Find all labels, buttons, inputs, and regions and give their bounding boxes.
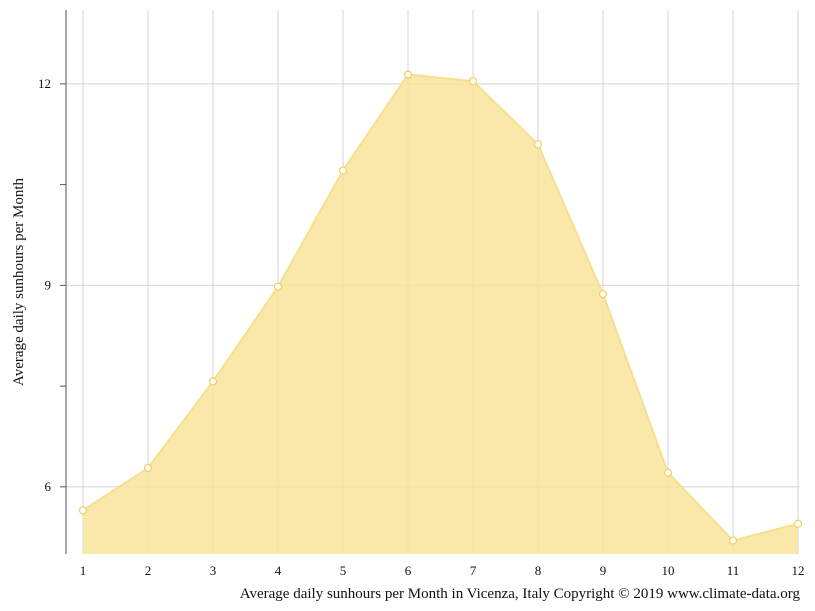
- data-point: [338, 166, 348, 175]
- data-point: [273, 282, 283, 291]
- chart-caption: Average daily sunhours per Month in Vice…: [240, 586, 801, 602]
- series-line: [82, 73, 799, 542]
- data-points: [78, 70, 803, 545]
- y-tick-labels: 6 9 12: [38, 76, 52, 494]
- x-tick-label: 1: [80, 563, 87, 578]
- data-point: [793, 519, 803, 528]
- y-tick-label: 9: [45, 277, 52, 292]
- data-point: [208, 377, 218, 386]
- x-tick-label: 3: [210, 563, 217, 578]
- axes: [60, 10, 67, 554]
- data-point: [78, 506, 88, 515]
- x-tick-label: 9: [600, 563, 607, 578]
- y-tick-label: 6: [45, 479, 52, 494]
- x-tick-label: 12: [792, 563, 805, 578]
- data-point: [663, 468, 673, 477]
- data-point: [468, 77, 478, 86]
- data-point: [143, 463, 153, 473]
- y-axis-title: Average daily sunhours per Month: [11, 178, 27, 387]
- x-tick-label: 10: [662, 563, 675, 578]
- x-tick-label: 11: [727, 563, 740, 578]
- area-fill: [83, 74, 798, 555]
- x-tick-label: 7: [470, 563, 477, 578]
- y-tick-label: 12: [38, 76, 51, 91]
- x-tick-label: 8: [535, 563, 542, 578]
- x-tick-label: 5: [340, 563, 347, 578]
- data-point: [728, 536, 738, 545]
- x-tick-labels: 1 2 3 4 5 6 7 8 9 10 11 12: [80, 563, 805, 578]
- x-tick-label: 2: [145, 563, 152, 578]
- x-tick-label: 6: [405, 563, 412, 578]
- data-point: [403, 70, 413, 79]
- data-point: [598, 289, 608, 299]
- x-tick-label: 4: [275, 563, 282, 578]
- data-point: [533, 140, 543, 149]
